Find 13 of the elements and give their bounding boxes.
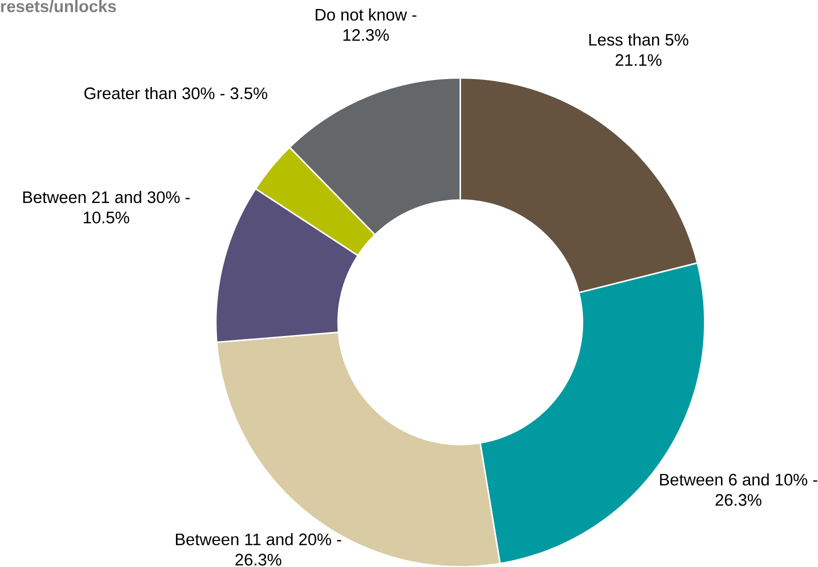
- slice-label: Between 21 and 30% -: [23, 190, 190, 203]
- data-label: 21.1%: [616, 54, 662, 66]
- data-label: 12.3%: [343, 28, 389, 41]
- slice-label: Less than 5%: [589, 33, 688, 46]
- chart-title: resets/unlocks: [1, 0, 116, 12]
- data-label: 26.3%: [235, 554, 282, 566]
- slice-label: Do not know -: [316, 8, 416, 20]
- data-label: 10.5%: [84, 211, 130, 224]
- slice-label: Greater than 30% -: [84, 86, 224, 99]
- slice-label: Between 6 and 10% -: [660, 473, 818, 486]
- data-label: 26.3%: [716, 494, 762, 506]
- data-label: 3.5%: [230, 87, 268, 99]
- slice-label: Between 11 and 20% -: [176, 532, 342, 546]
